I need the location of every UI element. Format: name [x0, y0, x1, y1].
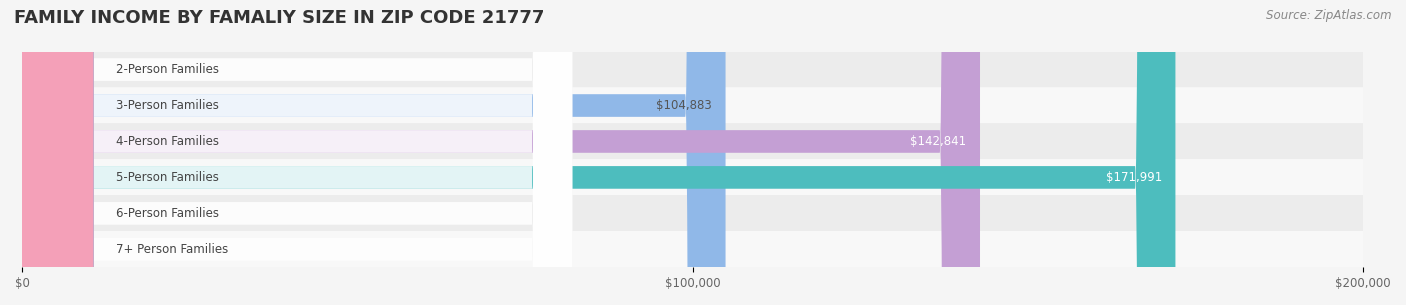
FancyBboxPatch shape [22, 123, 1364, 160]
Text: 5-Person Families: 5-Person Families [117, 171, 219, 184]
Text: 6-Person Families: 6-Person Families [117, 207, 219, 220]
FancyBboxPatch shape [22, 0, 572, 305]
Circle shape [20, 0, 93, 305]
Text: Source: ZipAtlas.com: Source: ZipAtlas.com [1267, 9, 1392, 22]
Circle shape [20, 0, 93, 305]
FancyBboxPatch shape [22, 195, 1364, 232]
FancyBboxPatch shape [22, 0, 572, 305]
Text: $0: $0 [35, 207, 51, 220]
Text: 7+ Person Families: 7+ Person Families [117, 243, 229, 256]
Circle shape [20, 0, 93, 305]
Text: $171,991: $171,991 [1105, 171, 1161, 184]
Text: $0: $0 [35, 243, 51, 256]
Text: $104,883: $104,883 [657, 99, 713, 112]
FancyBboxPatch shape [22, 0, 1175, 305]
Circle shape [20, 0, 93, 305]
Text: 4-Person Families: 4-Person Families [117, 135, 219, 148]
Text: FAMILY INCOME BY FAMALIY SIZE IN ZIP CODE 21777: FAMILY INCOME BY FAMALIY SIZE IN ZIP COD… [14, 9, 544, 27]
FancyBboxPatch shape [22, 0, 980, 305]
FancyBboxPatch shape [22, 231, 1364, 267]
FancyBboxPatch shape [22, 0, 725, 305]
FancyBboxPatch shape [22, 0, 572, 305]
FancyBboxPatch shape [22, 51, 1364, 88]
FancyBboxPatch shape [22, 0, 572, 305]
FancyBboxPatch shape [22, 0, 572, 305]
Text: $0: $0 [35, 63, 51, 76]
Text: 3-Person Families: 3-Person Families [117, 99, 219, 112]
Circle shape [20, 0, 93, 305]
Circle shape [20, 0, 93, 305]
FancyBboxPatch shape [22, 0, 572, 305]
Text: 2-Person Families: 2-Person Families [117, 63, 219, 76]
FancyBboxPatch shape [22, 87, 1364, 124]
Text: $142,841: $142,841 [911, 135, 966, 148]
FancyBboxPatch shape [22, 159, 1364, 196]
